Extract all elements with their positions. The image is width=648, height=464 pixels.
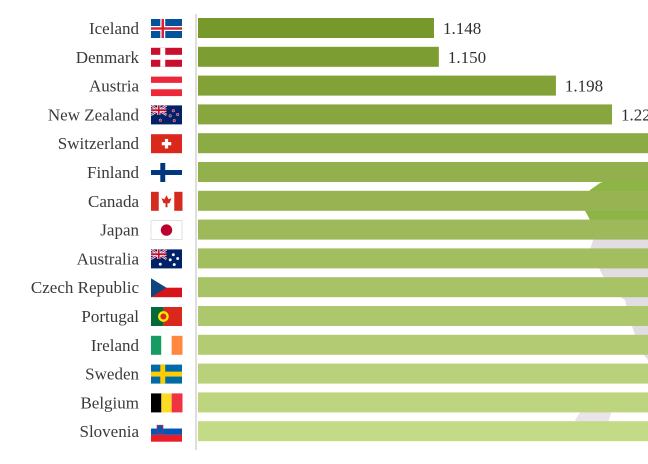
switzerland-flag-icon (151, 134, 182, 154)
czech-republic-flag-icon (151, 278, 182, 298)
bar (198, 104, 613, 125)
value-label: 1.198 (565, 77, 603, 96)
country-label: Portugal (81, 307, 139, 326)
bar (198, 334, 648, 355)
country-label: Switzerland (58, 134, 140, 153)
bar (198, 363, 648, 384)
bar (198, 219, 648, 240)
country-label: Ireland (91, 336, 140, 355)
bar (198, 75, 556, 96)
value-label: 1.148 (443, 19, 481, 38)
country-label: Australia (77, 249, 140, 268)
value-label: 1.150 (448, 48, 486, 67)
new-zealand-flag-icon (150, 104, 182, 125)
japan-flag-icon (150, 220, 183, 241)
country-label: Denmark (76, 48, 140, 67)
country-label: Japan (100, 221, 139, 240)
bar (198, 392, 648, 413)
portugal-flag-icon (151, 307, 182, 326)
country-label: Canada (88, 192, 139, 211)
belgium-flag-icon (151, 393, 183, 413)
slovenia-flag-icon (151, 422, 182, 442)
bar (198, 421, 648, 442)
sweden-flag-icon (151, 364, 182, 384)
australia-flag-icon (150, 248, 182, 269)
country-label: Slovenia (80, 422, 140, 441)
country-label: Iceland (89, 19, 140, 38)
bar (198, 248, 648, 269)
canada-flag-icon (151, 191, 183, 211)
bar (198, 46, 439, 67)
denmark-flag-icon (151, 47, 182, 67)
country-label: Sweden (85, 365, 139, 384)
bar (198, 162, 648, 182)
country-label: Finland (87, 163, 139, 182)
austria-flag-icon (151, 76, 182, 97)
ireland-flag-icon (151, 335, 183, 355)
bar (198, 18, 434, 38)
bar (198, 277, 648, 298)
finland-flag-icon (151, 163, 182, 182)
value-label: 1.221 (621, 105, 648, 124)
bar (198, 133, 648, 154)
bar (198, 306, 648, 326)
country-label: New Zealand (48, 105, 140, 124)
country-label: Belgium (80, 393, 139, 412)
iceland-flag-icon (151, 19, 182, 38)
country-label: Czech Republic (31, 278, 140, 297)
bar (198, 190, 648, 211)
country-label: Austria (89, 77, 140, 96)
